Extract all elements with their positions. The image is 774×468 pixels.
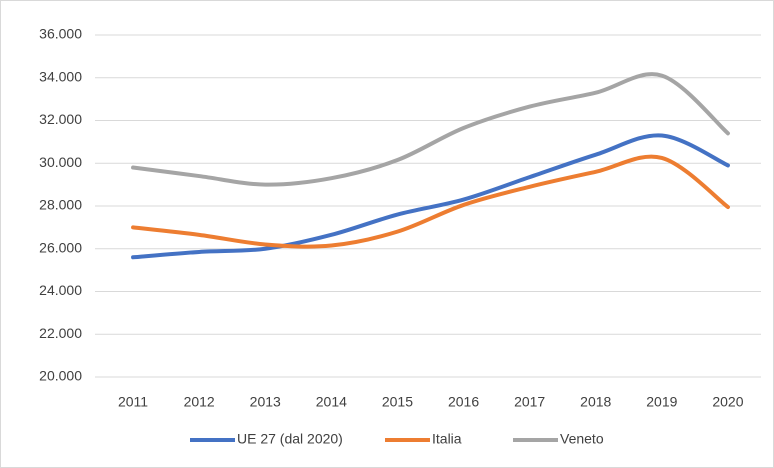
x-tick-label: 2018 bbox=[580, 394, 611, 410]
x-tick-label: 2017 bbox=[514, 394, 545, 410]
y-tick-label: 22.000 bbox=[39, 325, 82, 341]
x-tick-label: 2016 bbox=[448, 394, 479, 410]
y-tick-label: 28.000 bbox=[39, 197, 82, 213]
legend-label: UE 27 (dal 2020) bbox=[237, 431, 343, 447]
y-tick-label: 34.000 bbox=[39, 68, 82, 84]
y-tick-label: 36.000 bbox=[39, 26, 82, 42]
x-tick-label: 2019 bbox=[646, 394, 677, 410]
x-tick-label: 2012 bbox=[184, 394, 215, 410]
y-tick-label: 26.000 bbox=[39, 239, 82, 255]
x-tick-label: 2020 bbox=[712, 394, 743, 410]
series-line bbox=[131, 154, 730, 249]
series-line bbox=[131, 72, 730, 187]
series-line bbox=[131, 133, 730, 260]
y-tick-label: 24.000 bbox=[39, 282, 82, 298]
x-tick-label: 2015 bbox=[382, 394, 413, 410]
x-tick-label: 2013 bbox=[250, 394, 281, 410]
legend-label: Veneto bbox=[560, 431, 604, 447]
y-tick-label: 30.000 bbox=[39, 154, 82, 170]
legend-label: Italia bbox=[432, 431, 462, 447]
x-tick-label: 2011 bbox=[118, 394, 148, 410]
y-tick-label: 20.000 bbox=[39, 368, 82, 384]
y-tick-label: 32.000 bbox=[39, 111, 82, 127]
x-tick-label: 2014 bbox=[316, 394, 347, 410]
